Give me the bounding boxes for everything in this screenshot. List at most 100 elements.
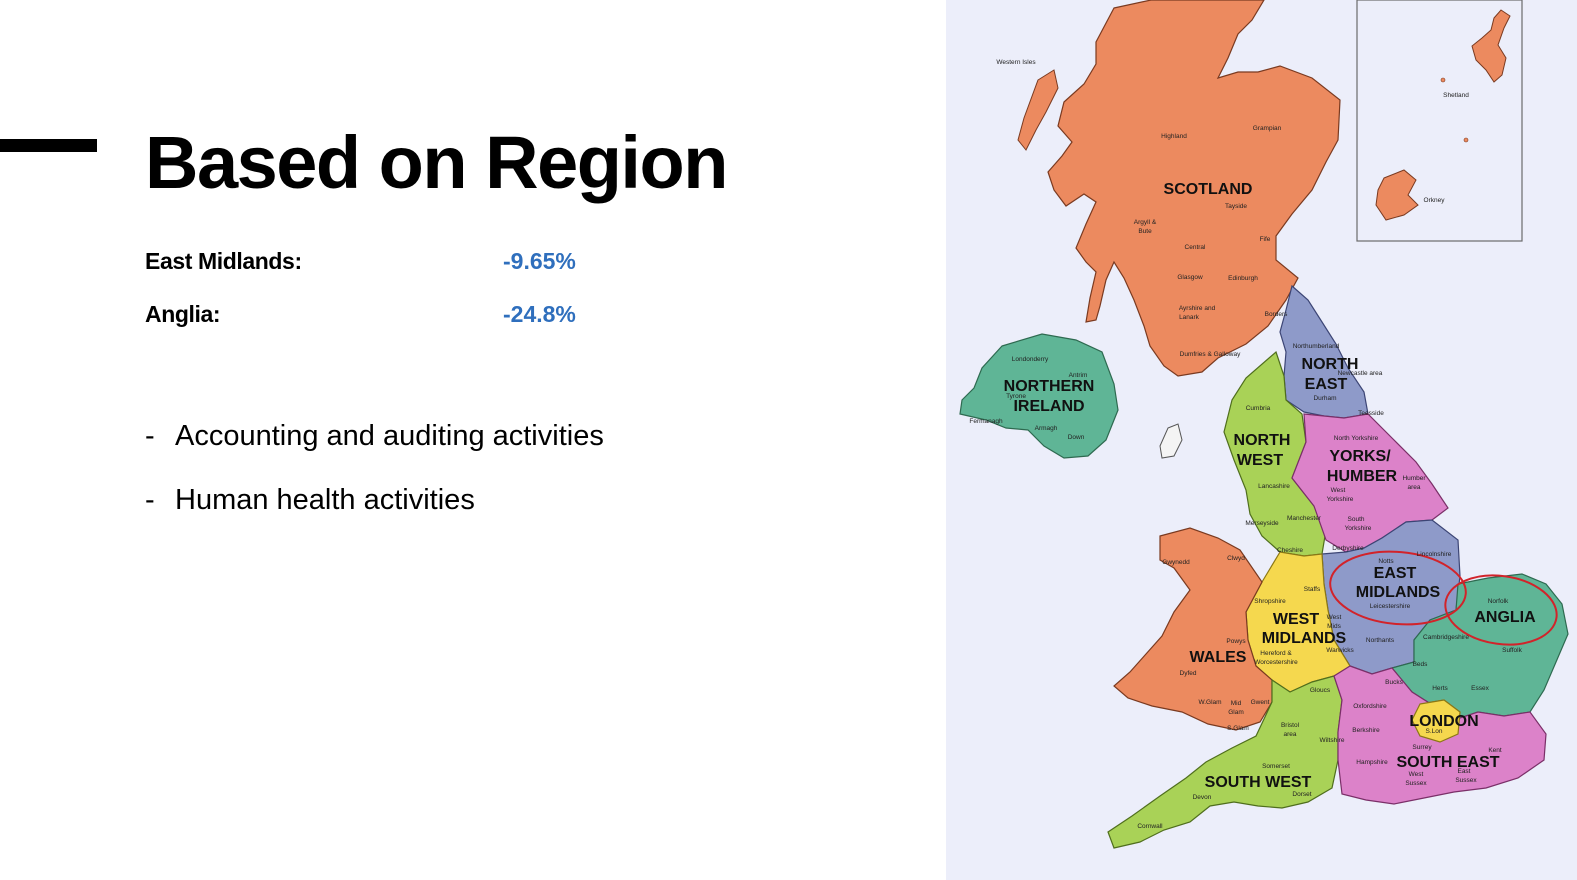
place-label: Teesside: [1358, 410, 1384, 417]
place-label: Fermanagh: [969, 418, 1003, 425]
place-label: Bucks: [1385, 679, 1403, 686]
label-anglia: ANGLIA: [1474, 609, 1536, 626]
place-label: Glam: [1228, 709, 1244, 716]
place-label: Cambridgeshire: [1423, 634, 1469, 641]
place-label: Powys: [1226, 638, 1246, 645]
place-label: Newcastle area: [1338, 370, 1383, 377]
place-label: Hereford &: [1260, 650, 1292, 657]
place-label: Bristol: [1281, 722, 1300, 729]
place-label: Londonderry: [1012, 356, 1049, 363]
place-label: Mid: [1231, 700, 1242, 707]
place-label: Cumbria: [1246, 405, 1271, 412]
place-label: Armagh: [1035, 425, 1058, 432]
label-north-east-1: NORTH: [1302, 356, 1359, 373]
east-midlands-highlight-circle: [1329, 550, 1467, 626]
place-label: Worcestershire: [1254, 659, 1298, 666]
place-label: East: [1457, 768, 1470, 775]
place-label: S.Lon: [1426, 728, 1443, 735]
place-label: Mids: [1327, 623, 1341, 630]
place-label: Lincolnshire: [1417, 551, 1452, 558]
label-south-east: SOUTH EAST: [1396, 754, 1499, 771]
place-label: Ayrshire and: [1179, 305, 1216, 312]
place-label: Tyrone: [1006, 393, 1026, 400]
place-label: Staffs: [1304, 586, 1321, 593]
bullet-marker: -: [145, 484, 155, 516]
western-isles-shape: [1017, 69, 1059, 151]
place-label: Suffolk: [1502, 647, 1523, 654]
isle-of-man-shape: [1159, 423, 1183, 459]
label-east-midlands-2: MIDLANDS: [1356, 584, 1441, 601]
place-label: Cheshire: [1277, 547, 1303, 554]
label-yorks-1: YORKS/: [1329, 448, 1391, 465]
place-label: Sussex: [1405, 780, 1427, 787]
region-scotland: [1047, 0, 1341, 377]
stat-row-anglia: Anglia: -24.8%: [145, 301, 645, 331]
place-label: Durham: [1313, 395, 1336, 402]
place-label: Argyll &: [1134, 219, 1157, 226]
place-label: Manchester: [1287, 515, 1322, 522]
place-label: Borders: [1265, 311, 1289, 318]
title-accent-bar: [0, 139, 97, 152]
label-london: LONDON: [1409, 713, 1478, 730]
place-label: Gwynedd: [1162, 559, 1190, 566]
place-label: Beds: [1413, 661, 1429, 668]
label-northern-ireland-2: IRELAND: [1013, 398, 1084, 415]
page-title: Based on Region: [145, 121, 728, 204]
place-label: Orkney: [1424, 197, 1446, 204]
place-label: Tayside: [1225, 203, 1247, 210]
place-label: Gloucs: [1310, 687, 1331, 694]
uk-map-svg: SCOTLAND NORTHERN IRELAND NORTH EAST NOR…: [959, 0, 1569, 849]
place-label: Norfolk: [1488, 598, 1509, 605]
shetland-shape: [1471, 9, 1511, 83]
place-label: Highland: [1161, 133, 1187, 140]
place-label: Gwent: [1251, 699, 1270, 706]
place-label: Sussex: [1455, 777, 1477, 784]
bullet-item: - Human health activities: [145, 482, 604, 546]
place-label: South: [1348, 516, 1365, 523]
label-north-west-1: NORTH: [1234, 432, 1291, 449]
label-scotland: SCOTLAND: [1164, 181, 1253, 198]
place-label: area: [1283, 731, 1296, 738]
place-label: West: [1327, 614, 1342, 621]
label-west-midlands-1: WEST: [1273, 611, 1319, 628]
region-wales: [1113, 527, 1273, 731]
place-label: Edinburgh: [1228, 275, 1258, 282]
place-label: Essex: [1471, 685, 1489, 692]
place-label: Merseyside: [1245, 520, 1279, 527]
orkney-shape: [1375, 169, 1419, 221]
place-label: Humber: [1402, 475, 1426, 482]
bullet-text: Accounting and auditing activities: [175, 420, 604, 452]
label-east-midlands-1: EAST: [1374, 565, 1417, 582]
stat-value: -24.8%: [503, 301, 576, 327]
place-label: Herts: [1432, 685, 1448, 692]
place-label: Glasgow: [1177, 274, 1203, 281]
place-label: Somerset: [1262, 763, 1290, 770]
bullet-marker: -: [145, 420, 155, 452]
place-label: Clwyd: [1227, 555, 1245, 562]
bullet-item: - Accounting and auditing activities: [145, 418, 604, 482]
place-label: West: [1409, 771, 1424, 778]
place-label: Shropshire: [1254, 598, 1286, 605]
place-label: W.Glam: [1198, 699, 1221, 706]
place-label: Warwicks: [1326, 647, 1354, 654]
place-label: Notts: [1378, 558, 1394, 565]
place-label: Bute: [1138, 228, 1152, 235]
place-label: Fife: [1260, 236, 1271, 243]
place-label: Dyfed: [1180, 670, 1197, 677]
stat-row-east-midlands: East Midlands: -9.65%: [145, 248, 645, 278]
place-label: Derbyshire: [1332, 545, 1364, 552]
place-label: Leicestershire: [1370, 603, 1411, 610]
label-north-east-2: EAST: [1305, 376, 1348, 393]
place-label: Oxfordshire: [1353, 703, 1387, 710]
place-label: Northumberland: [1293, 343, 1340, 350]
place-label: Dorset: [1292, 791, 1311, 798]
stat-label: Anglia:: [145, 301, 221, 327]
place-label: Central: [1185, 244, 1207, 251]
place-label: Devon: [1193, 794, 1212, 801]
region-northern-ireland: [959, 333, 1119, 459]
place-label: Down: [1068, 434, 1085, 441]
bullet-list: - Accounting and auditing activities - Hum…: [145, 418, 604, 546]
place-label: Hampshire: [1356, 759, 1388, 766]
place-label: Western Isles: [996, 59, 1036, 66]
place-label: Shetland: [1443, 92, 1469, 99]
